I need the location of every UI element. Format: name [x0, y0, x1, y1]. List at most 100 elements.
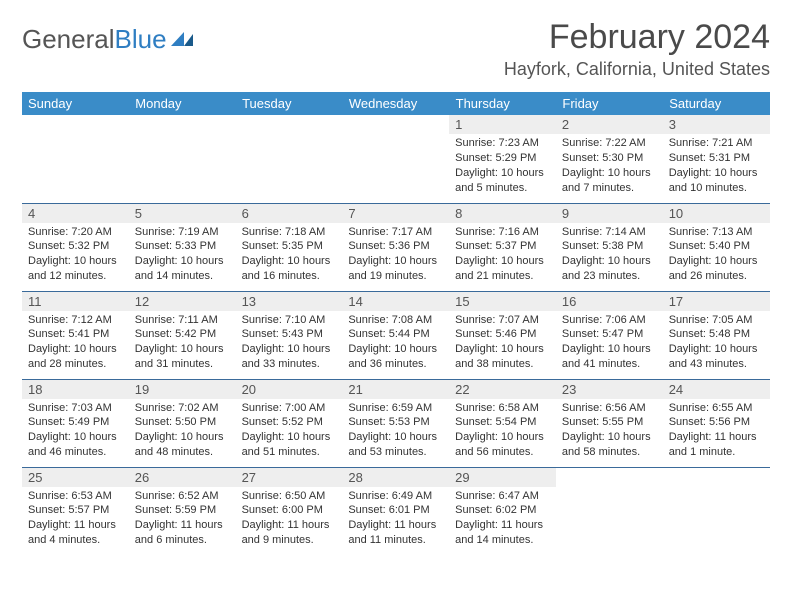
- flag-icon: [171, 24, 197, 55]
- daylight-text-2: and 33 minutes.: [242, 357, 337, 372]
- daylight-text-1: Daylight: 11 hours: [242, 518, 337, 533]
- calendar-day-cell: 21Sunrise: 6:59 AMSunset: 5:53 PMDayligh…: [342, 379, 449, 467]
- day-number: 5: [129, 204, 236, 223]
- sunset-text: Sunset: 5:36 PM: [348, 239, 443, 254]
- day-details: Sunrise: 7:13 AMSunset: 5:40 PMDaylight:…: [663, 223, 770, 288]
- calendar-day-cell: 9Sunrise: 7:14 AMSunset: 5:38 PMDaylight…: [556, 203, 663, 291]
- sunset-text: Sunset: 5:47 PM: [562, 327, 657, 342]
- calendar-day-cell: 29Sunrise: 6:47 AMSunset: 6:02 PMDayligh…: [449, 467, 556, 555]
- sunrise-text: Sunrise: 7:16 AM: [455, 225, 550, 240]
- sunrise-text: Sunrise: 6:50 AM: [242, 489, 337, 504]
- daylight-text-2: and 1 minute.: [669, 445, 764, 460]
- day-number: 28: [342, 468, 449, 487]
- daylight-text-2: and 36 minutes.: [348, 357, 443, 372]
- day-details: Sunrise: 7:03 AMSunset: 5:49 PMDaylight:…: [22, 399, 129, 464]
- sunrise-text: Sunrise: 6:56 AM: [562, 401, 657, 416]
- daylight-text-1: Daylight: 10 hours: [135, 430, 230, 445]
- day-details: Sunrise: 6:59 AMSunset: 5:53 PMDaylight:…: [342, 399, 449, 464]
- sunrise-text: Sunrise: 6:55 AM: [669, 401, 764, 416]
- calendar-day-cell: 20Sunrise: 7:00 AMSunset: 5:52 PMDayligh…: [236, 379, 343, 467]
- day-details: Sunrise: 7:21 AMSunset: 5:31 PMDaylight:…: [663, 134, 770, 199]
- day-details: Sunrise: 6:55 AMSunset: 5:56 PMDaylight:…: [663, 399, 770, 464]
- calendar-day-cell: 5Sunrise: 7:19 AMSunset: 5:33 PMDaylight…: [129, 203, 236, 291]
- sunset-text: Sunset: 5:41 PM: [28, 327, 123, 342]
- sunrise-text: Sunrise: 6:49 AM: [348, 489, 443, 504]
- daylight-text-2: and 19 minutes.: [348, 269, 443, 284]
- daylight-text-1: Daylight: 11 hours: [135, 518, 230, 533]
- day-number: 4: [22, 204, 129, 223]
- day-number: 9: [556, 204, 663, 223]
- day-details: Sunrise: 6:56 AMSunset: 5:55 PMDaylight:…: [556, 399, 663, 464]
- sunrise-text: Sunrise: 6:58 AM: [455, 401, 550, 416]
- sunrise-text: Sunrise: 7:10 AM: [242, 313, 337, 328]
- calendar-day-cell: [556, 467, 663, 555]
- daylight-text-1: Daylight: 10 hours: [562, 166, 657, 181]
- calendar-week-row: 25Sunrise: 6:53 AMSunset: 5:57 PMDayligh…: [22, 467, 770, 555]
- sunset-text: Sunset: 5:44 PM: [348, 327, 443, 342]
- day-details: Sunrise: 6:49 AMSunset: 6:01 PMDaylight:…: [342, 487, 449, 552]
- daylight-text-2: and 6 minutes.: [135, 533, 230, 548]
- calendar-week-row: 1Sunrise: 7:23 AMSunset: 5:29 PMDaylight…: [22, 115, 770, 203]
- calendar-day-cell: 26Sunrise: 6:52 AMSunset: 5:59 PMDayligh…: [129, 467, 236, 555]
- calendar-day-cell: 19Sunrise: 7:02 AMSunset: 5:50 PMDayligh…: [129, 379, 236, 467]
- daylight-text-2: and 26 minutes.: [669, 269, 764, 284]
- day-details: Sunrise: 6:53 AMSunset: 5:57 PMDaylight:…: [22, 487, 129, 552]
- calendar-day-cell: [236, 115, 343, 203]
- day-details: Sunrise: 7:19 AMSunset: 5:33 PMDaylight:…: [129, 223, 236, 288]
- daylight-text-1: Daylight: 11 hours: [669, 430, 764, 445]
- sunset-text: Sunset: 5:54 PM: [455, 415, 550, 430]
- calendar-day-cell: 27Sunrise: 6:50 AMSunset: 6:00 PMDayligh…: [236, 467, 343, 555]
- day-details: Sunrise: 7:17 AMSunset: 5:36 PMDaylight:…: [342, 223, 449, 288]
- daylight-text-1: Daylight: 10 hours: [562, 430, 657, 445]
- day-details: Sunrise: 7:05 AMSunset: 5:48 PMDaylight:…: [663, 311, 770, 376]
- daylight-text-1: Daylight: 11 hours: [348, 518, 443, 533]
- day-number: 15: [449, 292, 556, 311]
- calendar-day-cell: 11Sunrise: 7:12 AMSunset: 5:41 PMDayligh…: [22, 291, 129, 379]
- calendar-day-cell: 22Sunrise: 6:58 AMSunset: 5:54 PMDayligh…: [449, 379, 556, 467]
- day-number: 19: [129, 380, 236, 399]
- calendar-day-cell: 14Sunrise: 7:08 AMSunset: 5:44 PMDayligh…: [342, 291, 449, 379]
- sunset-text: Sunset: 5:40 PM: [669, 239, 764, 254]
- day-number: 22: [449, 380, 556, 399]
- page-header: GeneralBlue February 2024 Hayfork, Calif…: [22, 18, 770, 80]
- sunset-text: Sunset: 5:59 PM: [135, 503, 230, 518]
- calendar-day-cell: 2Sunrise: 7:22 AMSunset: 5:30 PMDaylight…: [556, 115, 663, 203]
- daylight-text-2: and 38 minutes.: [455, 357, 550, 372]
- day-details: Sunrise: 6:58 AMSunset: 5:54 PMDaylight:…: [449, 399, 556, 464]
- daylight-text-1: Daylight: 10 hours: [242, 254, 337, 269]
- day-number: 12: [129, 292, 236, 311]
- calendar-day-cell: 13Sunrise: 7:10 AMSunset: 5:43 PMDayligh…: [236, 291, 343, 379]
- sunrise-text: Sunrise: 7:06 AM: [562, 313, 657, 328]
- daylight-text-2: and 56 minutes.: [455, 445, 550, 460]
- day-details: Sunrise: 7:08 AMSunset: 5:44 PMDaylight:…: [342, 311, 449, 376]
- sunrise-text: Sunrise: 7:20 AM: [28, 225, 123, 240]
- sunrise-text: Sunrise: 7:03 AM: [28, 401, 123, 416]
- sunset-text: Sunset: 5:48 PM: [669, 327, 764, 342]
- sunset-text: Sunset: 5:42 PM: [135, 327, 230, 342]
- daylight-text-1: Daylight: 10 hours: [669, 254, 764, 269]
- sunrise-text: Sunrise: 7:13 AM: [669, 225, 764, 240]
- daylight-text-1: Daylight: 10 hours: [242, 342, 337, 357]
- day-details: Sunrise: 7:14 AMSunset: 5:38 PMDaylight:…: [556, 223, 663, 288]
- sunset-text: Sunset: 6:02 PM: [455, 503, 550, 518]
- daylight-text-2: and 41 minutes.: [562, 357, 657, 372]
- calendar-week-row: 11Sunrise: 7:12 AMSunset: 5:41 PMDayligh…: [22, 291, 770, 379]
- weekday-header: Thursday: [449, 92, 556, 115]
- sunset-text: Sunset: 5:49 PM: [28, 415, 123, 430]
- day-number: 7: [342, 204, 449, 223]
- calendar-day-cell: 3Sunrise: 7:21 AMSunset: 5:31 PMDaylight…: [663, 115, 770, 203]
- daylight-text-1: Daylight: 10 hours: [455, 430, 550, 445]
- calendar-table: Sunday Monday Tuesday Wednesday Thursday…: [22, 92, 770, 555]
- sunrise-text: Sunrise: 6:59 AM: [348, 401, 443, 416]
- daylight-text-1: Daylight: 10 hours: [669, 166, 764, 181]
- day-number: 2: [556, 115, 663, 134]
- daylight-text-1: Daylight: 11 hours: [28, 518, 123, 533]
- daylight-text-2: and 53 minutes.: [348, 445, 443, 460]
- sunrise-text: Sunrise: 6:52 AM: [135, 489, 230, 504]
- day-details: Sunrise: 7:23 AMSunset: 5:29 PMDaylight:…: [449, 134, 556, 199]
- logo-text-blue: Blue: [115, 24, 167, 55]
- day-details: Sunrise: 6:47 AMSunset: 6:02 PMDaylight:…: [449, 487, 556, 552]
- day-number: 20: [236, 380, 343, 399]
- daylight-text-2: and 16 minutes.: [242, 269, 337, 284]
- sunrise-text: Sunrise: 7:17 AM: [348, 225, 443, 240]
